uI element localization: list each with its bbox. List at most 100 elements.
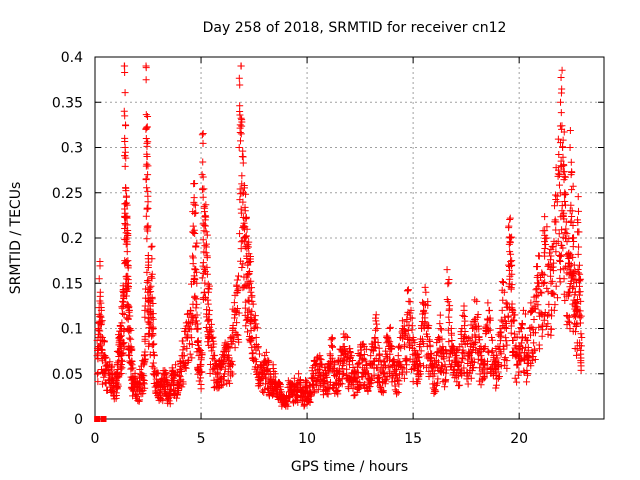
data-point: [168, 364, 176, 372]
data-point: [96, 257, 104, 265]
data-point: [116, 322, 124, 330]
data-point: [195, 341, 203, 349]
data-point: [460, 322, 468, 330]
data-point: [340, 342, 348, 350]
data-point: [109, 385, 117, 393]
data-point: [342, 349, 350, 357]
data-point: [384, 335, 392, 343]
y-tick-label: 0.05: [52, 367, 83, 383]
data-point: [238, 264, 246, 272]
data-point: [538, 332, 546, 340]
data-point: [568, 186, 576, 194]
data-point: [373, 320, 381, 328]
data-point: [576, 314, 584, 322]
data-point: [550, 259, 558, 267]
data-point: [254, 370, 262, 378]
data-point: [437, 326, 445, 334]
data-point: [97, 320, 105, 328]
data-point: [305, 397, 313, 405]
data-point: [576, 291, 584, 299]
data-point: [229, 305, 237, 313]
data-point: [201, 222, 209, 230]
data-point: [139, 390, 147, 398]
data-point: [144, 113, 152, 121]
data-point: [454, 362, 462, 370]
data-point: [431, 386, 439, 394]
data-point: [527, 299, 535, 307]
data-point: [235, 74, 243, 82]
data-point: [566, 127, 574, 135]
data-point: [455, 382, 463, 390]
data-point: [555, 150, 563, 158]
data-point: [543, 284, 551, 292]
data-point: [333, 388, 341, 396]
data-point: [241, 203, 249, 211]
data-point: [560, 128, 568, 136]
data-point: [207, 327, 215, 335]
data-point: [526, 324, 534, 332]
data-point: [427, 349, 435, 357]
data-point: [442, 369, 450, 377]
data-point: [183, 344, 191, 352]
data-point: [124, 231, 132, 239]
data-point: [194, 338, 202, 346]
data-point: [243, 225, 251, 233]
data-point: [182, 327, 190, 335]
data-point: [312, 361, 320, 369]
data-point: [149, 315, 157, 323]
data-point: [250, 324, 258, 332]
data-point: [568, 168, 576, 176]
data-point: [575, 261, 583, 269]
data-point: [197, 368, 205, 376]
data-point: [248, 317, 256, 325]
data-point: [415, 354, 423, 362]
data-point: [507, 322, 515, 330]
data-point: [206, 306, 214, 314]
data-point: [173, 391, 181, 399]
x-tick-label: 10: [298, 431, 316, 447]
data-point: [174, 385, 182, 393]
data-point: [515, 346, 523, 354]
data-point: [242, 232, 250, 240]
data-point: [434, 375, 442, 383]
data-point: [527, 307, 535, 315]
data-point: [383, 375, 391, 383]
data-point: [223, 340, 231, 348]
data-point: [173, 394, 181, 402]
data-point: [443, 266, 451, 274]
data-point: [238, 189, 246, 197]
data-point: [531, 305, 539, 313]
data-point: [202, 240, 210, 248]
data-point: [443, 295, 451, 303]
zero-marker: [94, 416, 101, 422]
data-point: [326, 350, 334, 358]
data-point: [394, 389, 402, 397]
data-point: [560, 161, 568, 169]
data-point: [325, 368, 333, 376]
data-point: [499, 278, 507, 286]
data-point: [207, 320, 215, 328]
data-point: [219, 381, 227, 389]
data-point: [415, 353, 423, 361]
data-point: [518, 320, 526, 328]
data-point: [141, 333, 149, 341]
data-point: [230, 334, 238, 342]
data-point: [359, 340, 367, 348]
data-point: [552, 282, 560, 290]
data-point: [572, 323, 580, 331]
data-point: [178, 383, 186, 391]
data-point: [547, 289, 555, 297]
data-point: [149, 331, 157, 339]
data-point: [403, 368, 411, 376]
data-point: [121, 112, 129, 120]
data-point: [236, 190, 244, 198]
data-point: [569, 253, 577, 261]
data-point: [106, 358, 114, 366]
data-point: [421, 283, 429, 291]
data-point: [497, 362, 505, 370]
data-point: [96, 327, 104, 335]
data-point: [343, 365, 351, 373]
data-point: [328, 354, 336, 362]
data-point: [121, 68, 129, 76]
data-point: [523, 366, 531, 374]
